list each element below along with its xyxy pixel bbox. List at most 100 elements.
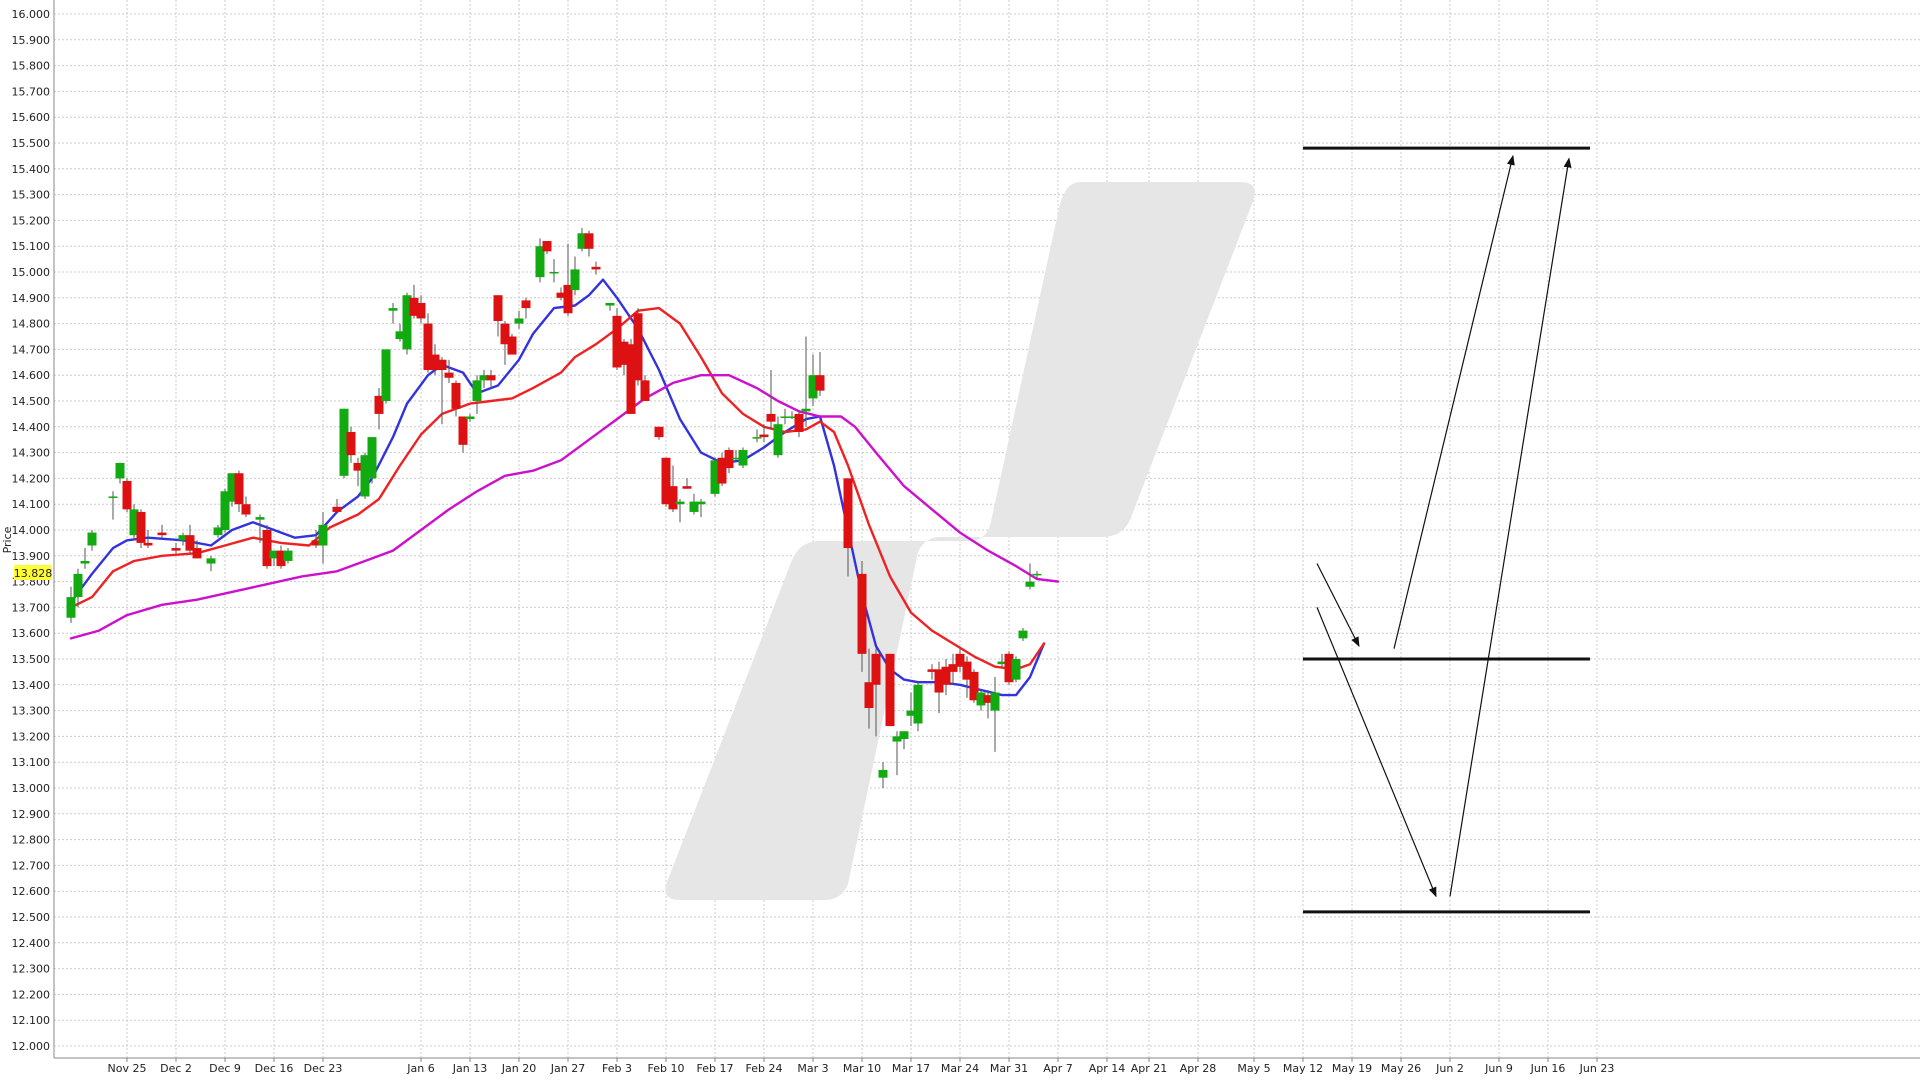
- candle: [619, 339, 629, 376]
- candle: [556, 287, 566, 301]
- candle: [794, 411, 804, 438]
- candle: [66, 586, 76, 623]
- candle-body: [402, 295, 412, 350]
- candle: [724, 447, 734, 474]
- y-tick-label: 14.200: [12, 472, 51, 485]
- candle: [864, 648, 874, 729]
- candle: [255, 514, 265, 543]
- candle: [465, 413, 475, 422]
- candle-body: [612, 315, 622, 368]
- candle-body: [409, 297, 419, 316]
- y-tick-label: 12.200: [12, 988, 51, 1001]
- x-tick-label: Feb 24: [746, 1062, 783, 1075]
- candle: [472, 375, 482, 414]
- candles: [66, 228, 1042, 788]
- candle: [269, 550, 279, 567]
- candle: [668, 465, 678, 512]
- candle: [766, 370, 776, 430]
- candle-body: [990, 692, 1000, 711]
- candle: [360, 452, 370, 500]
- candle: [535, 238, 545, 283]
- candle-body: [871, 653, 881, 685]
- candle-body: [689, 501, 699, 512]
- candle: [486, 370, 496, 389]
- candle-body: [1004, 653, 1014, 683]
- candle-body: [423, 323, 433, 371]
- candle: [808, 354, 818, 407]
- candle: [416, 295, 426, 324]
- candle-body: [227, 473, 237, 502]
- candle-body: [451, 382, 461, 409]
- x-tick-label: Mar 24: [941, 1062, 979, 1075]
- candle-body: [682, 486, 692, 489]
- candle: [241, 496, 251, 518]
- candle-body: [948, 664, 958, 672]
- y-tick-label: 16.000: [12, 8, 51, 21]
- candle: [934, 661, 944, 714]
- y-tick-label: 12.300: [12, 963, 51, 976]
- candle: [654, 426, 664, 440]
- y-tick-label: 12.900: [12, 808, 51, 821]
- y-tick-label: 14.100: [12, 498, 51, 511]
- y-tick-label: 13.100: [12, 756, 51, 769]
- candle-body: [864, 682, 874, 709]
- candle: [318, 511, 328, 564]
- candle-body: [892, 736, 902, 742]
- candle-body: [430, 354, 440, 371]
- x-tick-label: Apr 21: [1131, 1062, 1168, 1075]
- candle: [437, 357, 447, 425]
- candle: [941, 659, 951, 696]
- candle-body: [262, 530, 272, 567]
- candle-body: [136, 511, 146, 543]
- candle: [227, 473, 237, 507]
- candle: [752, 429, 762, 443]
- x-tick-label: May 19: [1332, 1062, 1372, 1075]
- y-tick-label: 14.900: [12, 292, 51, 305]
- candle: [717, 452, 727, 487]
- candle-body: [801, 408, 811, 412]
- candle-body: [444, 372, 454, 378]
- candle-body: [395, 331, 405, 340]
- candle-body: [780, 416, 790, 418]
- candle: [801, 336, 811, 427]
- x-tick-label: Feb 10: [648, 1062, 685, 1075]
- candle: [549, 259, 559, 283]
- candle: [311, 530, 321, 549]
- candle-body: [738, 450, 748, 466]
- candle-body: [773, 424, 783, 456]
- candle: [710, 457, 720, 497]
- y-tick-label: 14.600: [12, 369, 51, 382]
- axes: [53, 0, 1920, 1059]
- candle: [584, 230, 594, 257]
- candle: [759, 424, 769, 443]
- candle: [507, 333, 517, 355]
- candle: [521, 297, 531, 319]
- y-tick-label: 13.900: [12, 550, 51, 563]
- y-tick-label: 12.700: [12, 859, 51, 872]
- y-tick-label: 15.200: [12, 214, 51, 227]
- candle-body: [717, 457, 727, 484]
- candle: [346, 426, 356, 463]
- candle: [402, 292, 412, 355]
- candle: [976, 689, 986, 711]
- projection-arrow: [1449, 157, 1572, 897]
- y-tick-label: 15.100: [12, 240, 51, 253]
- candle: [815, 351, 825, 396]
- candle: [878, 762, 888, 788]
- candle-body: [1018, 630, 1028, 639]
- y-tick-label: 12.600: [12, 885, 51, 898]
- candle-body: [969, 671, 979, 701]
- y-tick-label: 14.700: [12, 343, 51, 356]
- y-tick-label: 12.000: [12, 1040, 51, 1053]
- candle-body: [178, 535, 188, 541]
- candle: [157, 524, 167, 538]
- x-tick-label: Mar 10: [843, 1062, 881, 1075]
- candle-body: [185, 535, 195, 551]
- candle: [983, 689, 993, 719]
- candle-body: [668, 486, 678, 510]
- candle-body: [759, 434, 769, 438]
- candle: [374, 388, 384, 430]
- candle-body: [66, 597, 76, 618]
